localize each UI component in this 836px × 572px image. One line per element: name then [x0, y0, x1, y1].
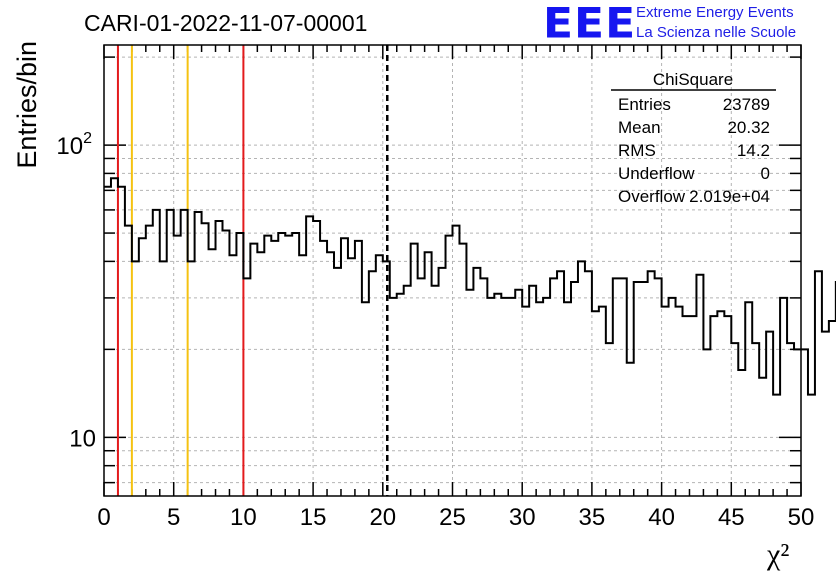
- tick-labels: 0 5 10 15 20 25 30 35 40 45 50 10 102: [56, 130, 814, 531]
- x-tick-label: 35: [579, 504, 606, 531]
- histogram-series: [104, 177, 836, 396]
- x-tick-label: 20: [369, 504, 396, 531]
- stats-title: ChiSquare: [653, 70, 733, 89]
- stats-value: 23789: [723, 95, 770, 114]
- x-tick-label: 0: [97, 504, 110, 531]
- stats-value: 0: [761, 164, 770, 183]
- x-tick-label: 50: [788, 504, 815, 531]
- grid-layer: [104, 45, 801, 496]
- x-tick-label: 15: [300, 504, 327, 531]
- plot-frame: [103, 44, 802, 497]
- stats-label: Entries: [618, 95, 671, 114]
- stats-label: Underflow: [618, 164, 695, 183]
- x-tick-label: 30: [509, 504, 536, 531]
- x-tick-label: 45: [718, 504, 745, 531]
- stats-value: 20.32: [727, 118, 770, 137]
- stats-value: 14.2: [737, 141, 770, 160]
- stats-label: Overflow: [618, 187, 686, 206]
- x-axis-label: χ²: [766, 538, 789, 571]
- stats-box: ChiSquare Entries 23789 Mean 20.32 RMS 14.2 Un…: [611, 70, 776, 206]
- eee-logo: EEE: [543, 0, 637, 48]
- x-tick-label: 10: [230, 504, 257, 531]
- page-title: CARI-01-2022-11-07-00001: [84, 10, 368, 36]
- stats-label: RMS: [618, 141, 656, 160]
- stats-value: 2.019e+04: [689, 187, 770, 206]
- logo-caption-line1: Extreme Energy Events: [636, 4, 794, 21]
- x-tick-label: 25: [439, 504, 466, 531]
- logo-caption-line2: La Scienza nelle Scuole: [636, 24, 797, 41]
- y-tick-label: 102: [56, 130, 92, 160]
- x-tick-label: 5: [167, 504, 180, 531]
- stats-label: Mean: [618, 118, 661, 137]
- y-axis-label: Entries/bin: [12, 41, 42, 169]
- y-tick-label: 10: [69, 425, 96, 452]
- marker-lines: [116, 45, 389, 496]
- x-tick-label: 40: [648, 504, 675, 531]
